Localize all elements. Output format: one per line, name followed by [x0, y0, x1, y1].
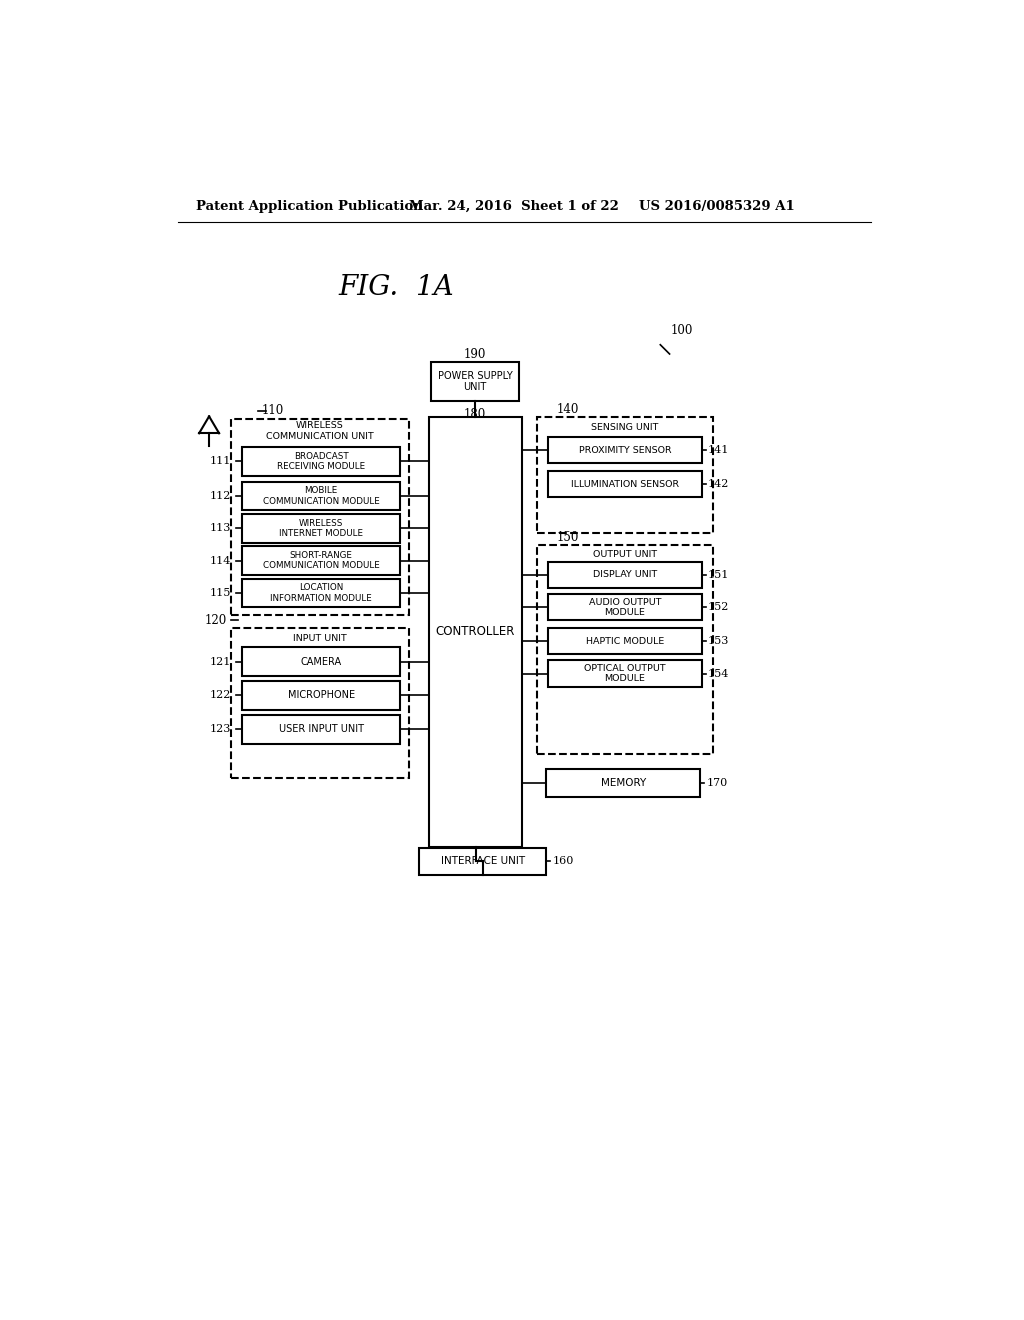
Text: Mar. 24, 2016  Sheet 1 of 22: Mar. 24, 2016 Sheet 1 of 22: [410, 199, 620, 213]
Text: CAMERA: CAMERA: [301, 656, 342, 667]
Text: 100: 100: [671, 325, 693, 338]
Text: 122: 122: [210, 690, 231, 701]
Text: ILLUMINATION SENSOR: ILLUMINATION SENSOR: [570, 479, 679, 488]
Text: 142: 142: [708, 479, 729, 490]
Text: WIRELESS
COMMUNICATION UNIT: WIRELESS COMMUNICATION UNIT: [266, 421, 374, 441]
Text: 115: 115: [210, 589, 231, 598]
Bar: [548, 660, 701, 686]
Bar: [243, 579, 400, 607]
Text: 180: 180: [464, 408, 486, 421]
Text: LOCATION
INFORMATION MODULE: LOCATION INFORMATION MODULE: [270, 583, 372, 603]
Text: INPUT UNIT: INPUT UNIT: [293, 634, 347, 643]
Text: MOBILE
COMMUNICATION MODULE: MOBILE COMMUNICATION MODULE: [263, 486, 380, 506]
Text: CONTROLLER: CONTROLLER: [436, 626, 515, 639]
Bar: [547, 770, 700, 797]
Bar: [230, 628, 410, 779]
Text: INTERFACE UNIT: INTERFACE UNIT: [440, 857, 525, 866]
Text: OUTPUT UNIT: OUTPUT UNIT: [593, 550, 657, 560]
Text: 160: 160: [553, 857, 573, 866]
Text: MICROPHONE: MICROPHONE: [288, 690, 354, 701]
Text: 123: 123: [210, 725, 231, 734]
Text: Patent Application Publication: Patent Application Publication: [196, 199, 423, 213]
Bar: [243, 515, 400, 543]
Text: MEMORY: MEMORY: [601, 777, 646, 788]
Bar: [538, 417, 713, 533]
Text: USER INPUT UNIT: USER INPUT UNIT: [279, 725, 364, 734]
Bar: [431, 363, 519, 401]
Text: 190: 190: [464, 348, 486, 362]
Text: 170: 170: [707, 777, 728, 788]
Text: 120: 120: [205, 614, 226, 627]
Text: 121: 121: [210, 656, 231, 667]
Text: 150: 150: [557, 531, 580, 544]
Text: 112: 112: [210, 491, 231, 502]
Bar: [548, 437, 701, 463]
Text: PROXIMITY SENSOR: PROXIMITY SENSOR: [579, 446, 671, 454]
Text: AUDIO OUTPUT
MODULE: AUDIO OUTPUT MODULE: [589, 598, 662, 616]
Bar: [243, 647, 400, 676]
Bar: [538, 545, 713, 755]
Bar: [243, 482, 400, 511]
Bar: [419, 847, 547, 875]
Bar: [548, 471, 701, 498]
Bar: [548, 562, 701, 589]
Text: BROADCAST
RECEIVING MODULE: BROADCAST RECEIVING MODULE: [278, 451, 366, 471]
Text: SENSING UNIT: SENSING UNIT: [591, 422, 658, 432]
Bar: [243, 715, 400, 743]
Text: 153: 153: [708, 636, 729, 647]
Text: WIRELESS
INTERNET MODULE: WIRELESS INTERNET MODULE: [280, 519, 364, 539]
Text: 113: 113: [210, 524, 231, 533]
Text: 154: 154: [708, 668, 729, 678]
Bar: [243, 447, 400, 475]
Bar: [243, 681, 400, 710]
Text: FIG.  1A: FIG. 1A: [338, 275, 454, 301]
Bar: [548, 628, 701, 655]
Text: 151: 151: [708, 570, 729, 579]
Bar: [243, 546, 400, 576]
Text: 111: 111: [210, 457, 231, 466]
Text: POWER SUPPLY
UNIT: POWER SUPPLY UNIT: [438, 371, 512, 392]
Text: OPTICAL OUTPUT
MODULE: OPTICAL OUTPUT MODULE: [584, 664, 666, 684]
Text: DISPLAY UNIT: DISPLAY UNIT: [593, 570, 657, 579]
Bar: [429, 417, 521, 847]
Bar: [548, 594, 701, 620]
Text: US 2016/0085329 A1: US 2016/0085329 A1: [639, 199, 795, 213]
Text: HAPTIC MODULE: HAPTIC MODULE: [586, 636, 664, 645]
Text: SHORT-RANGE
COMMUNICATION MODULE: SHORT-RANGE COMMUNICATION MODULE: [263, 550, 380, 570]
Text: 110: 110: [262, 404, 284, 417]
Text: 114: 114: [210, 556, 231, 566]
Text: 141: 141: [708, 445, 729, 455]
Text: 140: 140: [557, 403, 580, 416]
Bar: [230, 418, 410, 615]
Text: 152: 152: [708, 602, 729, 612]
